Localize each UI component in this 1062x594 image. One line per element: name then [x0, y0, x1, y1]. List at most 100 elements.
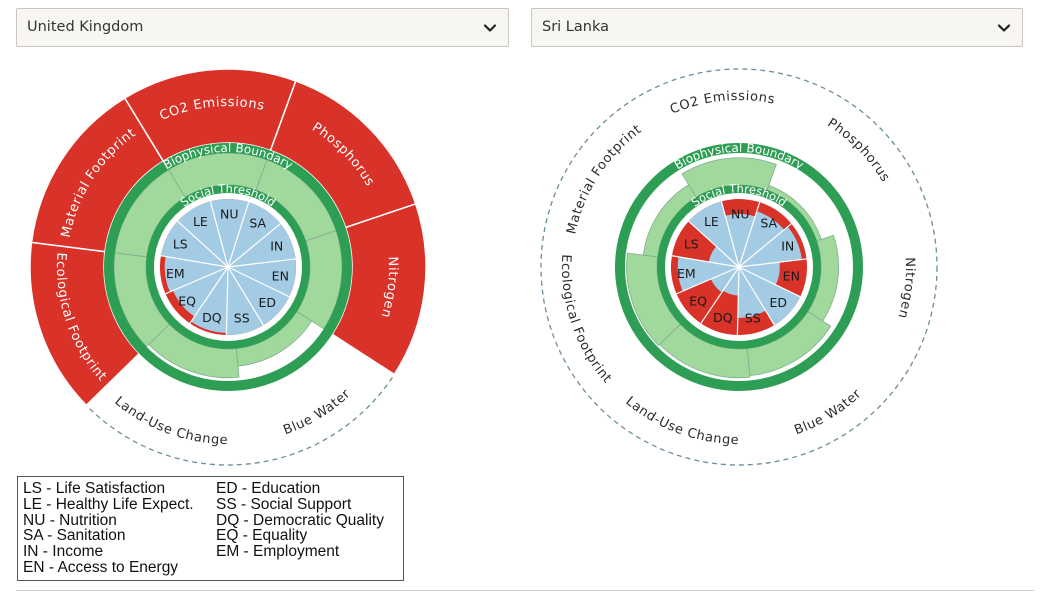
legend-item: EQ - Equality	[216, 527, 308, 545]
biophysical-wedges	[29, 68, 427, 407]
social-sector-fill	[191, 267, 228, 333]
social-divider	[738, 258, 807, 268]
country-select-left[interactable]: United Kingdom	[16, 8, 509, 47]
social-sector-fill	[160, 221, 228, 267]
social-sector-fill	[210, 199, 249, 267]
social-code-label: LS	[684, 236, 699, 251]
social-divider	[227, 223, 281, 268]
country-select-right[interactable]: Sri Lanka	[531, 8, 1023, 47]
social-code-label: SS	[234, 311, 250, 326]
social-threshold-ring	[657, 185, 821, 349]
social-sector-fill	[228, 267, 290, 326]
social-sector-fill	[737, 267, 766, 318]
social-code-label: EQ	[178, 293, 196, 308]
legend-column-1: LS - Life Satisfaction LE - Healthy Life…	[23, 481, 194, 576]
social-divider	[209, 201, 229, 268]
social-sectors: NU SA IN EN ED SS DQ EQ EM LS LE	[160, 199, 296, 335]
bio-indicator-label: Blue Water	[281, 386, 353, 438]
social-divider	[738, 202, 761, 268]
social-sector-fill	[172, 267, 228, 317]
social-code-label: IN	[781, 239, 794, 254]
social-sector-fill	[677, 256, 739, 292]
social-code-label: EM	[677, 266, 696, 281]
social-sector-fill	[177, 201, 228, 267]
social-code-label: EQ	[689, 293, 707, 308]
social-sector-fill	[722, 267, 739, 296]
legend-item: ED - Education	[216, 480, 321, 497]
country-select-right-value: Sri Lanka	[542, 19, 609, 35]
social-code-label: ED	[258, 295, 276, 310]
social-code-label: ED	[769, 295, 787, 310]
social-divider	[738, 266, 775, 326]
social-code-label: LE	[704, 214, 719, 229]
social-divider	[227, 258, 296, 268]
biophysical-boundary-ring	[104, 143, 352, 391]
legend-item: EN - Access to Energy	[23, 558, 179, 576]
social-divider	[227, 202, 250, 268]
social-threshold-ring	[146, 185, 310, 349]
social-divider	[227, 266, 264, 326]
legend-item: LS - Life Satisfaction	[23, 480, 166, 497]
social-sector-fill	[739, 267, 801, 326]
social-divider	[688, 220, 740, 268]
bio-wedge	[255, 79, 417, 242]
bio-indicator-label: Blue Water	[792, 386, 864, 438]
social-sector-fill	[688, 201, 739, 267]
bio-wedge	[123, 68, 297, 198]
bio-indicator-label: CO2 Emissions	[668, 89, 776, 118]
social-code-label: EM	[166, 266, 185, 281]
legend-item: EM - Employment	[216, 543, 340, 561]
social-divider	[160, 255, 229, 268]
social-sectors: NU SA IN EN ED SS DQ EQ EM LS LE	[671, 199, 807, 335]
social-code-label: DQ	[713, 310, 733, 325]
bio-indicator-label: Phosphorus	[825, 116, 893, 185]
social-code-label: SA	[760, 216, 777, 231]
social-divider	[671, 255, 740, 268]
social-sector-fill	[739, 211, 785, 267]
social-code-label: LE	[193, 214, 208, 229]
social-divider	[189, 266, 229, 324]
social-divider	[720, 201, 740, 268]
social-sector-fill	[710, 267, 739, 293]
social-sector-fill	[228, 223, 296, 267]
bio-indicator-label: Land-Use Change	[112, 394, 229, 448]
legend-item: NU - Nutrition	[23, 511, 117, 529]
legend-item: SS - Social Support	[216, 495, 352, 513]
legend-item: SA - Sanitation	[23, 527, 126, 545]
social-divider	[700, 266, 740, 324]
bio-indicator-label: Ecological Footprint	[558, 254, 614, 386]
social-divider	[225, 266, 229, 335]
social-sector-fill	[228, 258, 296, 297]
bio-indicator-label: Land-Use Change	[623, 394, 740, 448]
social-divider	[738, 223, 792, 268]
bottom-divider	[16, 590, 1034, 591]
social-code-label: DQ	[202, 310, 222, 325]
social-sector-fill	[226, 267, 264, 335]
social-divider	[738, 266, 801, 298]
country-select-left-value: United Kingdom	[27, 19, 144, 35]
outer-ceiling-circle	[540, 68, 938, 466]
social-code-label: EN	[783, 268, 800, 283]
biophysical-boundary-ring	[615, 143, 863, 391]
social-sector-fill	[725, 213, 756, 267]
biophysical-wedges	[626, 157, 839, 379]
legend-item: DQ - Democratic Quality	[216, 511, 384, 529]
social-sector-fill	[228, 202, 281, 267]
social-code-label: EN	[272, 268, 289, 283]
chevron-down-icon	[997, 24, 1011, 32]
social-divider	[177, 220, 229, 268]
social-divider	[676, 266, 740, 295]
social-code-label: NU	[731, 206, 750, 221]
bio-wedge	[296, 202, 427, 376]
legend: LS - Life Satisfaction LE - Healthy Life…	[17, 476, 404, 581]
social-divider	[736, 266, 740, 335]
legend-column-2: ED - Education SS - Social Support DQ - …	[216, 481, 384, 560]
social-code-label: SA	[249, 216, 266, 231]
social-sector-fill	[739, 262, 780, 285]
legend-item: IN - Income	[23, 543, 104, 561]
bio-indicator-label: Nitrogen	[894, 257, 917, 320]
social-sector-fill	[708, 246, 739, 267]
social-divider	[165, 266, 229, 295]
